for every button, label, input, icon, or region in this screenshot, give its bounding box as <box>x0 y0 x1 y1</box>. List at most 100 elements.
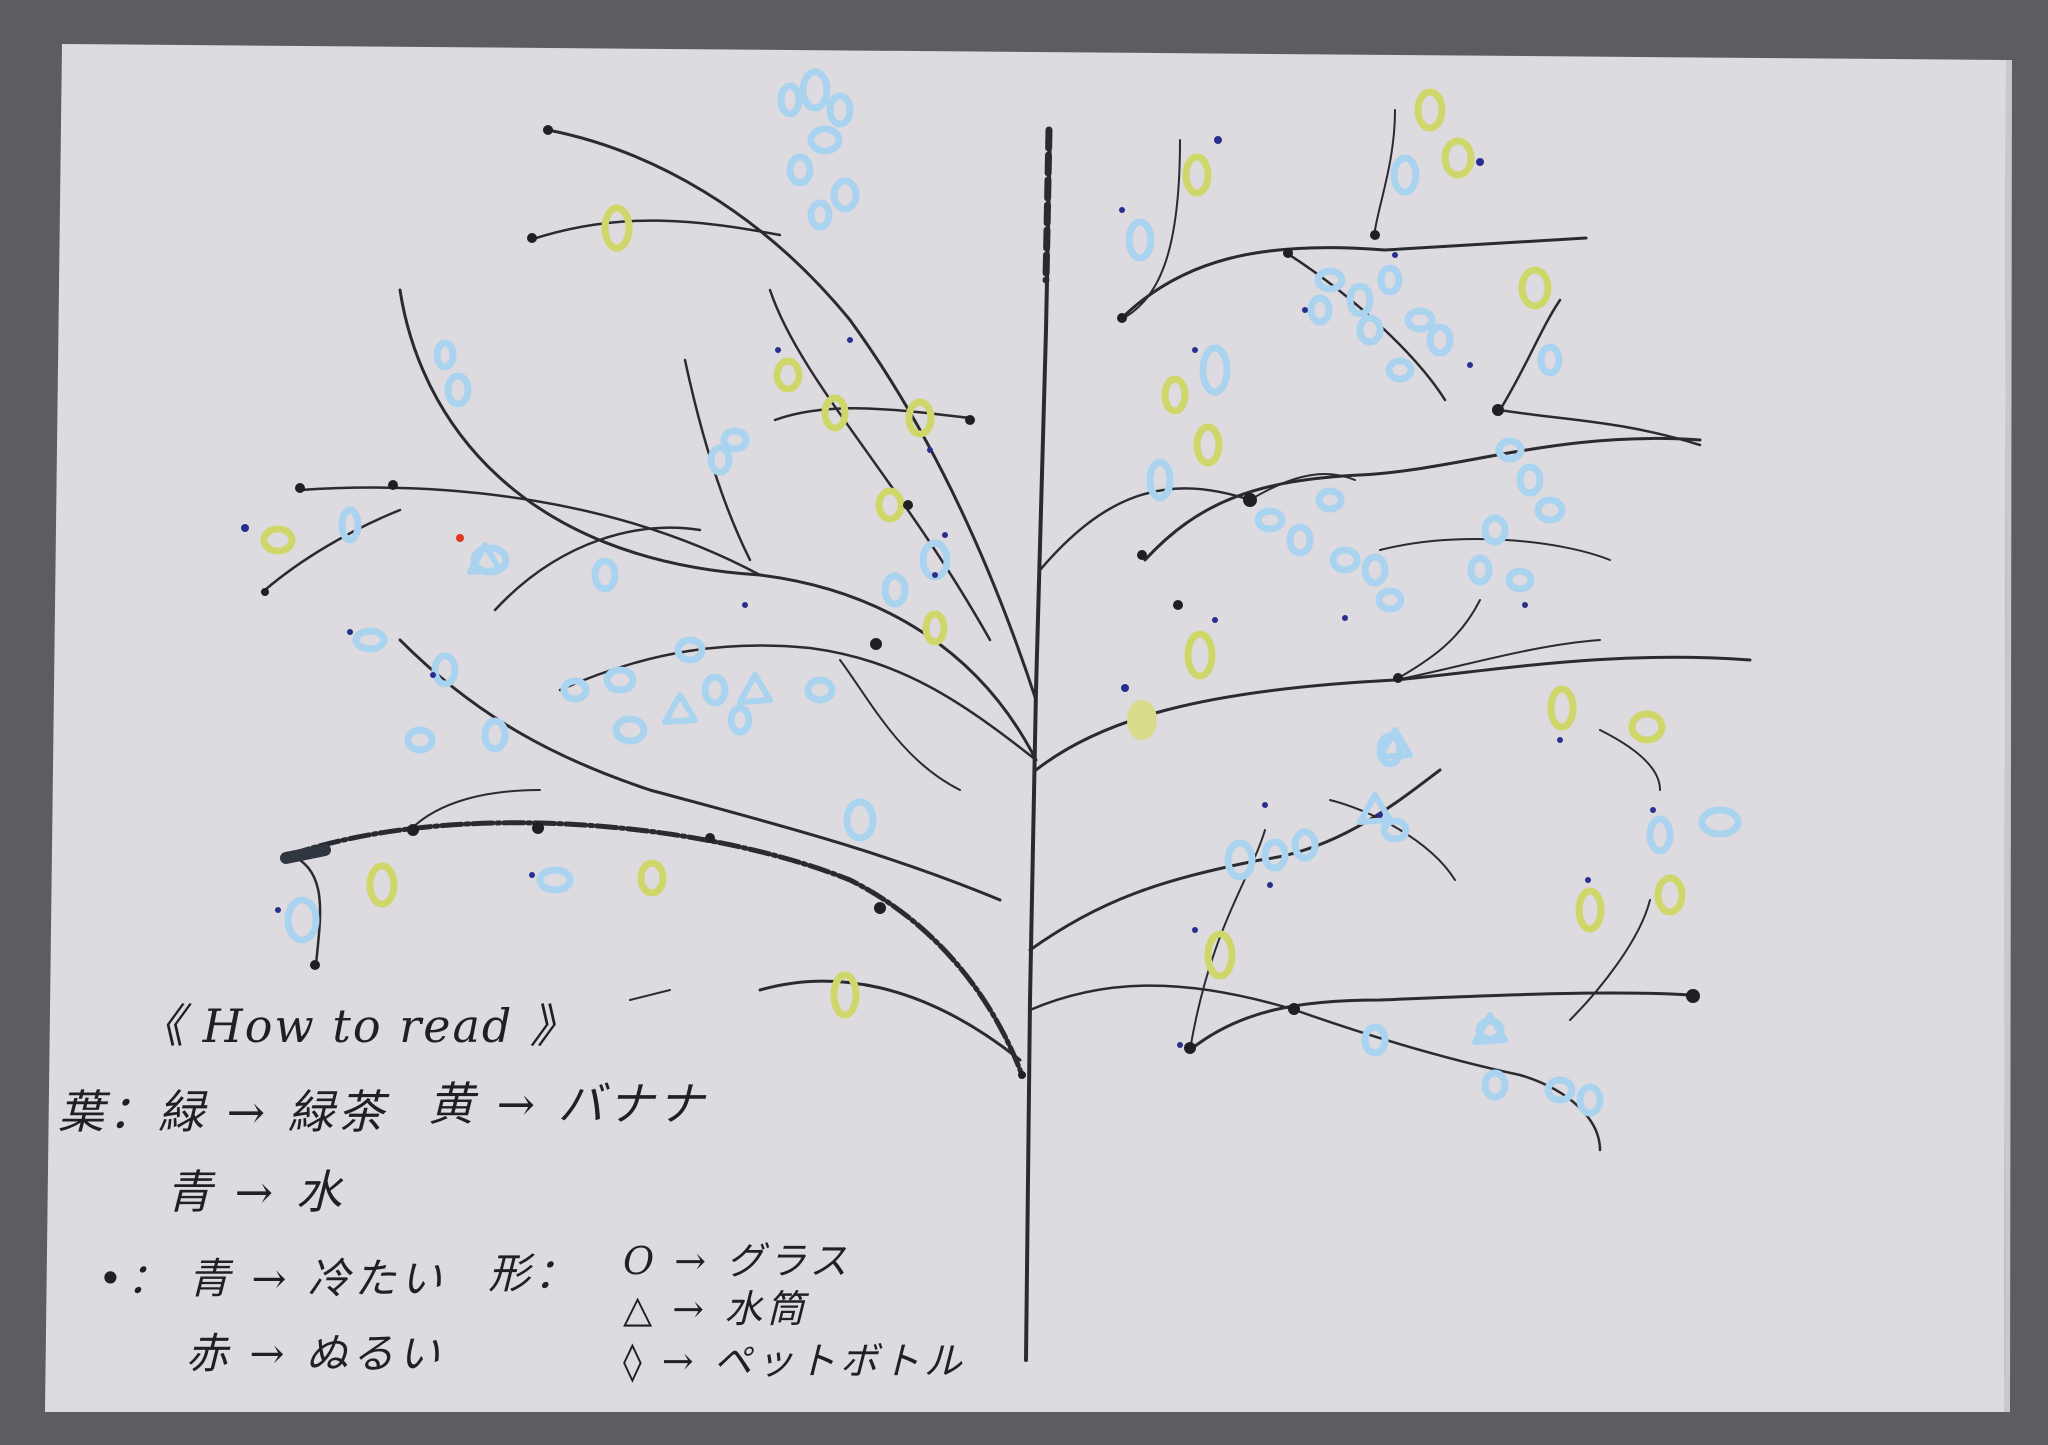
leaf-yellow <box>1628 710 1666 744</box>
dot-blue <box>275 907 281 913</box>
dot-blue <box>529 872 535 878</box>
leaf-yellow <box>1161 375 1189 415</box>
dot-blue <box>1557 737 1563 743</box>
temperature-dots <box>241 136 1656 1048</box>
leaf-yellow <box>1204 930 1236 980</box>
branch <box>493 526 702 612</box>
dot-blue <box>1585 877 1591 883</box>
leaf-blue <box>1125 218 1155 262</box>
joint-dot <box>870 638 882 650</box>
leaf-blue <box>1390 154 1420 196</box>
tree-branches <box>263 109 1752 1362</box>
branch <box>1394 599 1481 681</box>
leaf-yellow <box>1441 137 1475 179</box>
joint-dot <box>261 588 269 596</box>
dot-blue <box>1262 802 1268 808</box>
leaf-blue <box>1254 507 1286 533</box>
leaf-blue <box>1467 554 1493 586</box>
joint-dot <box>1137 550 1147 560</box>
branch <box>1599 729 1661 791</box>
branch <box>287 820 1025 1078</box>
leaf-blue-triangle <box>1377 727 1413 760</box>
leaf-blue <box>1534 496 1566 524</box>
how-to-read-legend: 《 How to read 》 葉： 緑 → 緑茶 黄 → バナナ 青 → 水 … <box>58 990 962 1410</box>
leaf-yellow <box>905 398 935 438</box>
leaf-blue <box>720 427 750 453</box>
leaf-blue <box>830 177 860 213</box>
leaf-blue <box>1698 806 1742 838</box>
leaf-yellow <box>1575 887 1605 933</box>
leaf-yellow-meaning: 黄 → バナナ <box>428 1077 708 1131</box>
dot-blue <box>942 532 948 538</box>
branch <box>1394 639 1601 681</box>
leaf-blue <box>352 627 388 653</box>
leaf-blue <box>1291 828 1319 862</box>
branch <box>528 219 782 242</box>
branch <box>398 288 1038 762</box>
joint-dot <box>1018 1071 1026 1079</box>
leaf-blue <box>1385 357 1415 383</box>
leaves-blue-triangles <box>467 542 1508 1045</box>
joint-dot <box>1370 230 1380 240</box>
leaf-blue <box>1224 839 1256 881</box>
leaf-blue-meaning: 青 → 水 <box>166 1165 346 1219</box>
leaf-blue <box>338 506 362 544</box>
branch <box>1189 829 1266 1051</box>
leaf-blue <box>1375 587 1405 613</box>
branch <box>768 288 992 642</box>
leaf-blue <box>1380 817 1410 843</box>
leaf-blue <box>1361 553 1389 587</box>
leaf-blue <box>1516 463 1544 497</box>
joint-dot <box>388 480 398 490</box>
branch <box>409 789 541 831</box>
dot-blue <box>1177 1042 1183 1048</box>
leaf-blue <box>807 125 843 155</box>
leaf-yellow <box>1547 685 1577 731</box>
branch <box>298 486 762 577</box>
leaf-yellow-filled <box>1127 700 1157 740</box>
branch <box>558 644 1038 762</box>
leaf-yellow <box>1518 266 1552 310</box>
leaf-blue <box>1356 314 1384 346</box>
joint-dot <box>1243 493 1257 507</box>
leaf-yellow <box>830 971 860 1019</box>
dot-blue <box>1377 812 1383 818</box>
joint-dot <box>1117 313 1127 323</box>
leaf-blue <box>1495 437 1525 463</box>
branch <box>1249 473 1356 501</box>
dot-blue <box>1214 136 1222 144</box>
dot-blue <box>1650 807 1656 813</box>
shape-triangle-meaning: △ → 水筒 <box>623 1287 809 1331</box>
leaf-blue <box>1361 1023 1389 1057</box>
dot-blue <box>932 572 938 578</box>
leaf-blue <box>1261 838 1289 872</box>
joint-dot <box>903 500 913 510</box>
leaf-blue-triangle <box>1357 792 1393 825</box>
shape-label: 形： <box>488 1249 581 1298</box>
joint-dot <box>1283 248 1293 258</box>
joint-dot <box>1393 673 1403 683</box>
leaf-yellow <box>922 610 948 646</box>
leaf-blue-triangle <box>737 672 773 705</box>
paper-edge-shadow <box>2004 60 2012 1412</box>
leaf-blue <box>804 676 836 704</box>
branch <box>1374 109 1396 231</box>
leaf-blue <box>433 339 457 371</box>
paper-sheet <box>45 44 2006 1412</box>
dot-red <box>456 534 464 542</box>
leaf-blue <box>591 557 619 593</box>
leaf-blue <box>1646 815 1674 855</box>
leaf-blue <box>1199 344 1231 396</box>
branch-joints <box>261 125 1700 1079</box>
legend-title: 《 How to read 》 <box>138 999 578 1053</box>
leaf-blue <box>786 153 814 187</box>
leaf-blue <box>444 372 472 408</box>
leaf-blue <box>1146 458 1174 502</box>
branch <box>263 508 402 592</box>
dot-blue <box>1212 617 1218 623</box>
dot-blue <box>1476 158 1484 166</box>
joint-dot <box>407 824 419 836</box>
branch <box>773 407 972 422</box>
branch <box>1028 768 1442 952</box>
